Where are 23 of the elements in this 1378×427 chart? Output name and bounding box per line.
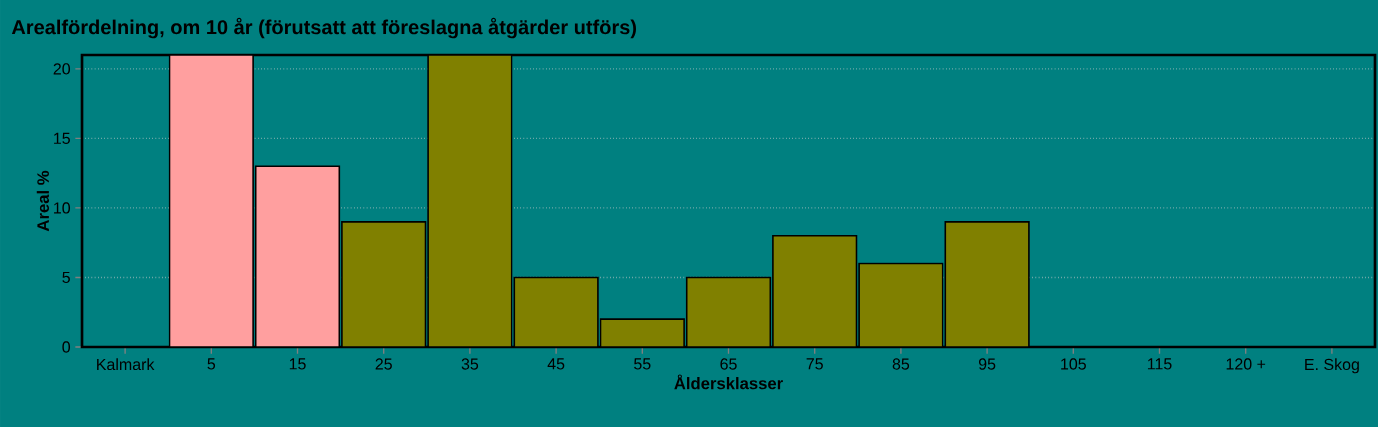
y-tick-label: 10 (54, 202, 71, 214)
x-tick-label: 5 (207, 358, 216, 370)
x-tick-label: 105 (1061, 358, 1086, 370)
x-tick-label: 75 (806, 358, 823, 370)
x-tick-label: 15 (289, 358, 306, 370)
x-tick-label: 95 (978, 358, 996, 370)
x-tick-label: 115 (1147, 358, 1172, 370)
y-tick-label: 0 (62, 341, 71, 353)
x-tick-label: E. Skog (1305, 358, 1359, 374)
x-tick-label: 35 (461, 358, 479, 370)
y-axis-title: Areal % (36, 170, 50, 232)
y-tick-label: 5 (62, 271, 70, 284)
x-tick-label: Kalmark (97, 358, 155, 371)
x-tick-label: 55 (634, 358, 651, 370)
x-tick-label: 65 (720, 358, 737, 370)
x-axis-title: Åldersklasser (674, 374, 783, 390)
y-tick-label: 15 (54, 132, 70, 144)
x-tick-label: 25 (375, 358, 392, 370)
x-tick-label: 120 + (1226, 358, 1266, 370)
x-tick-label: 45 (547, 358, 565, 370)
x-tick-label: 85 (892, 358, 910, 370)
chart-title: Arealfördelning, om 10 år (förutsatt att föreslagna åtgärder utförs) (11, 17, 637, 39)
y-tick-label: 20 (53, 63, 71, 75)
